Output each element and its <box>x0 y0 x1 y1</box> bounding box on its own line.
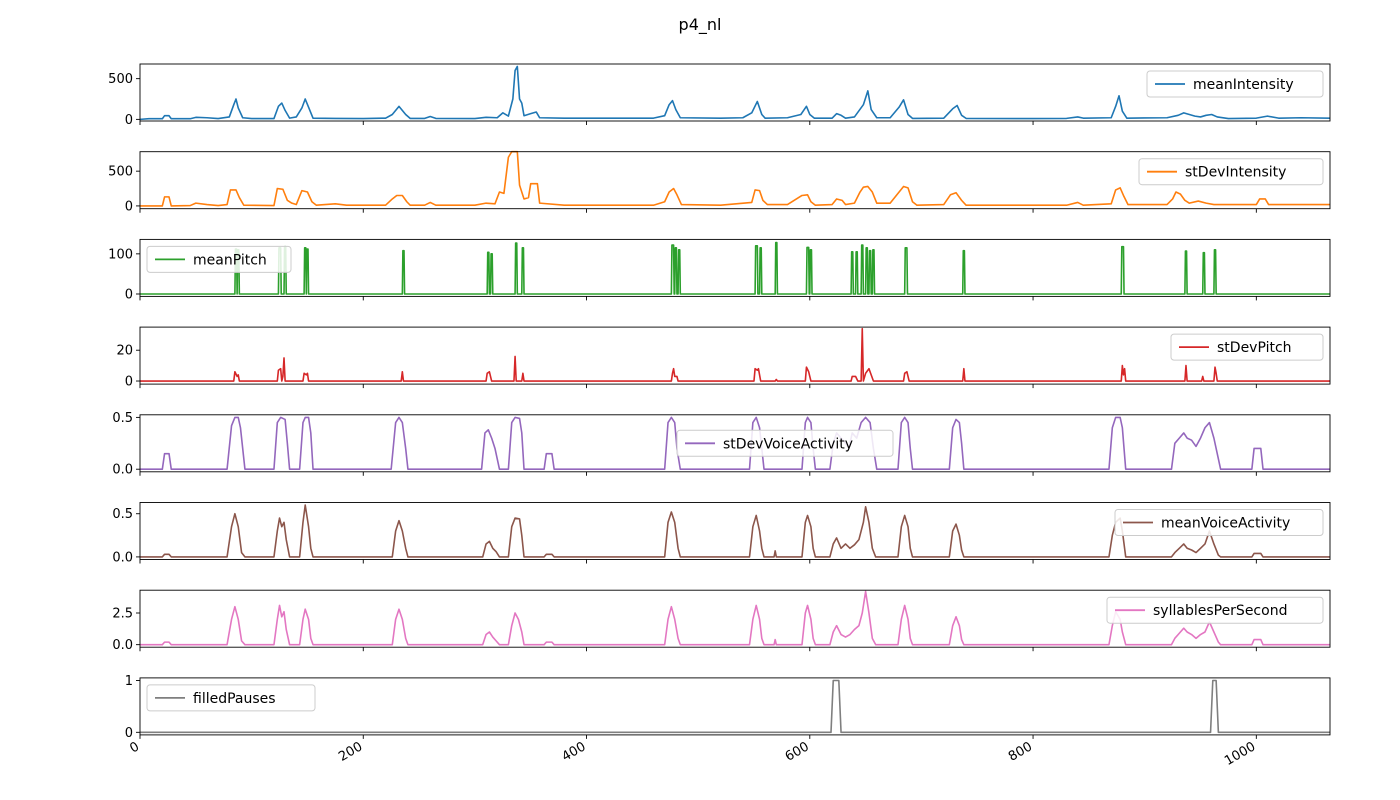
legend-box <box>1114 509 1324 536</box>
legend-label: stDevIntensity <box>1185 165 1286 181</box>
y-tick-label: 0 <box>125 726 133 741</box>
panel-syllablesPerSecond: 0.0 2.5 syllablesPerSecond <box>112 589 1331 653</box>
panel-frame <box>139 589 1331 648</box>
panel-meanVoiceActivity: 0.0 0.5 meanVoiceActivity <box>112 502 1331 565</box>
y-tick-label: 0 <box>125 375 133 390</box>
legend-label: stDevPitch <box>1217 340 1292 356</box>
legend-box <box>1146 70 1324 98</box>
y-tick-label: 20 <box>116 344 133 359</box>
legend-box <box>1106 596 1324 624</box>
series-line-stDevPitch <box>140 327 1330 382</box>
legend-stDevPitch: stDevPitch <box>1170 333 1324 361</box>
x-tick-label: 1000 <box>1222 739 1258 769</box>
legend-meanVoiceActivity: meanVoiceActivity <box>1114 509 1324 536</box>
panel-stDevVoiceActivity: 0.0 0.5 stDevVoiceActivity <box>112 411 1331 478</box>
series-line-meanPitch <box>140 241 1330 295</box>
panel-filledPauses: 0 1 filledPauses <box>125 674 1331 741</box>
legend-label: meanPitch <box>193 252 267 268</box>
x-tick-label: 800 <box>1006 739 1035 764</box>
y-tick-label: 0.5 <box>112 411 133 426</box>
legend-box <box>1138 158 1324 186</box>
panel-frame <box>139 238 1331 297</box>
series-line-stDevIntensity <box>140 150 1330 207</box>
panel-frame <box>139 63 1331 122</box>
x-axis: 0 200 400 600 800 1000 <box>127 739 1258 769</box>
y-tick-label: 0.0 <box>112 638 133 653</box>
legend-label: stDevVoiceActivity <box>723 436 853 452</box>
panel-stDevPitch: 0 20 stDevPitch <box>116 326 1331 390</box>
legend-label: syllablesPerSecond <box>1153 603 1287 619</box>
legend-label: filledPauses <box>193 691 276 707</box>
y-tick-label: 0 <box>125 287 133 302</box>
legend-meanIntensity: meanIntensity <box>1146 70 1324 98</box>
chart-title: p4_nl <box>679 15 722 35</box>
legend-box <box>676 429 894 457</box>
legend-stDevIntensity: stDevIntensity <box>1138 158 1324 186</box>
panel-meanPitch: 0 100 meanPitch <box>108 238 1331 302</box>
y-tick-label: 100 <box>108 247 133 262</box>
legend-label: meanVoiceActivity <box>1161 516 1290 532</box>
panel-frame <box>139 414 1331 473</box>
legend-label: meanIntensity <box>1193 77 1294 93</box>
series-line-filledPauses <box>140 679 1330 734</box>
y-tick-label: 500 <box>108 72 133 87</box>
legend-stDevVoiceActivity: stDevVoiceActivity <box>676 429 894 457</box>
y-tick-label: 2.5 <box>112 607 133 622</box>
x-tick-label: 0 <box>127 739 142 756</box>
panel-meanIntensity: 0 500 meanIntensity <box>108 63 1331 128</box>
panel-frame <box>139 151 1331 210</box>
y-tick-label: 0 <box>125 199 133 214</box>
panel-stDevIntensity: 0 500 stDevIntensity <box>108 150 1331 214</box>
y-tick-label: 0.5 <box>112 507 133 522</box>
series-line-syllablesPerSecond <box>140 590 1330 646</box>
y-tick-label: 0.0 <box>112 463 133 478</box>
panel-frame <box>139 677 1331 736</box>
legend-syllablesPerSecond: syllablesPerSecond <box>1106 596 1324 624</box>
y-tick-label: 500 <box>108 165 133 180</box>
legend-filledPauses: filledPauses <box>146 684 316 712</box>
x-tick-label: 200 <box>336 739 365 764</box>
series-line-meanIntensity <box>139 65 1331 121</box>
y-tick-label: 0 <box>125 113 133 128</box>
x-tick-label: 400 <box>560 739 589 764</box>
panel-frame <box>139 326 1331 385</box>
legend-box <box>1170 333 1324 361</box>
panel-frame <box>139 502 1331 560</box>
x-tick-label: 600 <box>783 739 812 764</box>
legend-box <box>146 245 292 273</box>
y-tick-label: 0.0 <box>112 550 133 565</box>
legend-meanPitch: meanPitch <box>146 245 292 273</box>
legend-box <box>146 684 316 712</box>
y-tick-label: 1 <box>125 674 133 689</box>
